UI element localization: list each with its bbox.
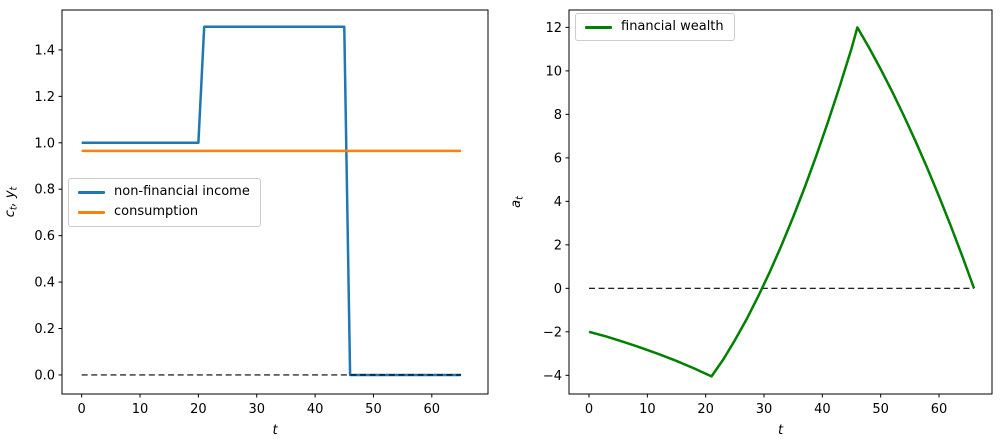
right-plot: 0 10 20 30 40 50 60 −4 −2 0 2 4 6 8 10 12 t at <box>509 9 993 438</box>
y-tick-label: 2 <box>554 238 562 253</box>
legend-label: non-financial income <box>114 184 250 199</box>
y-tick-label: 6 <box>554 151 562 166</box>
x-tick-label: 60 <box>424 402 441 417</box>
x-tick-label: 0 <box>78 402 86 417</box>
y-tick-label: 4 <box>554 195 562 210</box>
financial-wealth-line <box>588 26 976 378</box>
axes-spines <box>61 9 489 395</box>
legend-item: financial wealth <box>585 19 724 34</box>
x-tick-label: 60 <box>931 402 948 417</box>
y-tick-label: 10 <box>545 64 562 79</box>
y-tick-label: −4 <box>543 369 562 384</box>
y-tick-label: 0.6 <box>34 229 55 244</box>
x-tick-label: 40 <box>307 402 324 417</box>
y-tick-label: 0 <box>554 282 562 297</box>
y-tick-label: 0.2 <box>34 322 55 337</box>
y-tick-label: 1.2 <box>34 90 55 105</box>
y-tick-label: 0.4 <box>34 276 55 291</box>
y-axis-label: ct, yt <box>3 185 20 217</box>
x-axis-label: t <box>272 423 278 438</box>
legend-label: financial wealth <box>621 19 724 34</box>
x-tick-label: 20 <box>697 402 714 417</box>
left-plot-legend: non-financial income consumption <box>68 178 261 227</box>
legend-item: consumption <box>78 204 250 220</box>
legend-line-swatch <box>585 25 612 29</box>
axes-spines <box>568 9 993 395</box>
x-tick-label: 50 <box>872 402 889 417</box>
y-axis-label: at <box>509 195 526 208</box>
left-plot: 0 10 20 30 40 50 60 0.0 0.2 0.4 0.6 0.8 1.0 1.2 1.4 t ct… <box>3 9 489 438</box>
x-tick-label: 50 <box>365 402 382 417</box>
x-tick-label: 30 <box>756 402 773 417</box>
y-tick-label: 0.8 <box>34 183 55 198</box>
y-tick-label: 0.0 <box>34 368 55 383</box>
x-tick-label: 30 <box>248 402 265 417</box>
right-plot-legend: financial wealth <box>575 13 735 42</box>
legend-label: consumption <box>114 204 199 220</box>
y-tick-label: 1.4 <box>34 43 55 58</box>
non-financial-income-line <box>81 25 461 377</box>
x-tick-label: 0 <box>585 402 593 417</box>
legend-line-swatch <box>78 210 105 214</box>
x-tick-label: 10 <box>132 402 149 417</box>
x-tick-label: 20 <box>190 402 207 417</box>
x-tick-label: 40 <box>814 402 831 417</box>
x-tick-label: 10 <box>639 402 656 417</box>
y-tick-label: 12 <box>545 21 562 36</box>
y-tick-label: 1.0 <box>34 136 55 151</box>
y-tick-label: −2 <box>543 325 562 340</box>
x-axis-label: t <box>778 423 784 438</box>
legend-item: non-financial income <box>78 184 250 199</box>
legend-line-swatch <box>78 190 105 194</box>
y-tick-label: 8 <box>554 108 562 123</box>
